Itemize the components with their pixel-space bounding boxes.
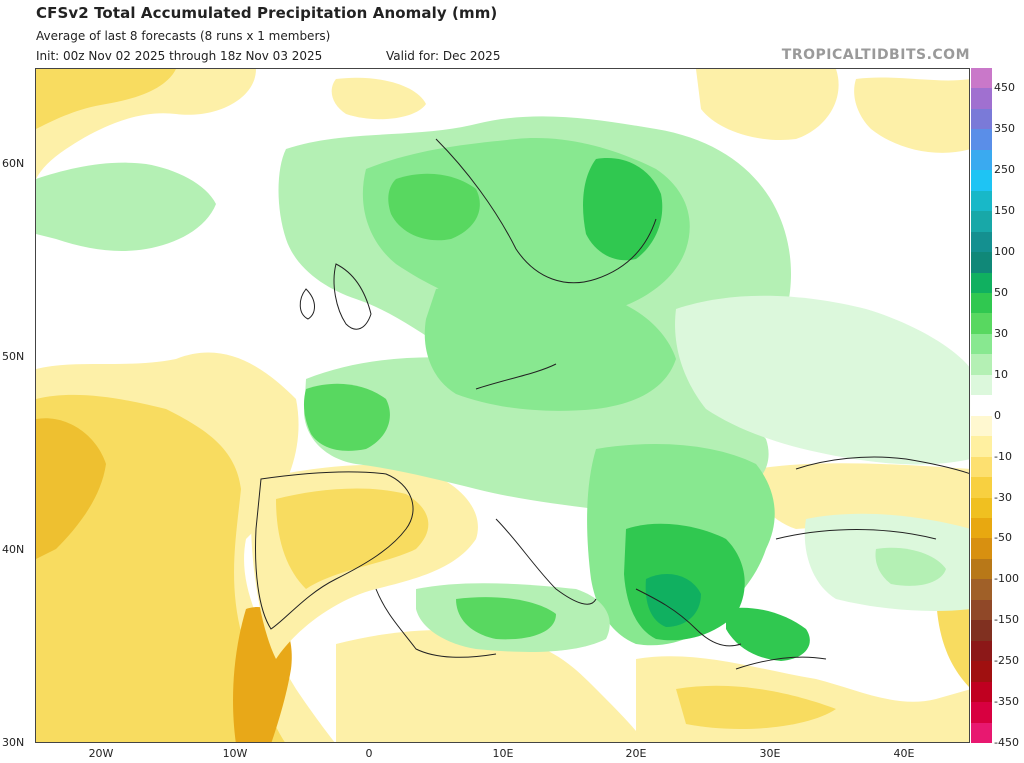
colorbar bbox=[971, 68, 992, 744]
lon-label-0: 0 bbox=[365, 747, 373, 760]
colorbar-label: 0 bbox=[994, 408, 1001, 422]
init-text: Init: 00z Nov 02 2025 through 18z Nov 03… bbox=[36, 49, 323, 63]
dry-anomaly-north-atlantic-core bbox=[36, 69, 176, 129]
colorbar-label: 250 bbox=[994, 163, 1015, 177]
valid-text: Valid for: Dec 2025 bbox=[386, 49, 501, 63]
dry-anomaly-norway-sea bbox=[331, 77, 426, 120]
colorbar-segment bbox=[971, 579, 992, 601]
colorbar-segment bbox=[971, 661, 992, 683]
wet-anomaly-atlantic-band bbox=[36, 162, 216, 251]
colorbar-segment bbox=[971, 599, 992, 621]
colorbar-label: -100 bbox=[994, 572, 1019, 586]
lat-label-50n: 50N bbox=[2, 350, 25, 363]
colorbar-segment bbox=[971, 497, 992, 519]
coastlines bbox=[255, 138, 969, 670]
colorbar-segment bbox=[971, 211, 992, 233]
colorbar-segment bbox=[971, 88, 992, 110]
colorbar-segment bbox=[971, 149, 992, 171]
lon-label-10w: 10W bbox=[222, 747, 248, 760]
precipitation-map bbox=[35, 68, 970, 743]
colorbar-segment bbox=[971, 558, 992, 580]
wet-anomaly-central-med-core bbox=[456, 597, 556, 640]
colorbar-segment bbox=[971, 108, 992, 130]
colorbar-segment bbox=[971, 190, 992, 212]
wet-anomaly-aegean bbox=[726, 607, 810, 661]
colorbar-segment bbox=[971, 272, 992, 294]
colorbar-segment bbox=[971, 681, 992, 703]
colorbar-label: -150 bbox=[994, 613, 1019, 627]
lat-label-30n: 30N bbox=[2, 736, 25, 749]
wet-anomaly-france bbox=[303, 383, 390, 451]
dry-anomaly-far-northeast bbox=[854, 77, 969, 153]
colorbar-segment bbox=[971, 395, 992, 417]
colorbar-segment bbox=[971, 354, 992, 376]
colorbar-label: 350 bbox=[994, 122, 1015, 136]
colorbar-segment bbox=[971, 293, 992, 314]
colorbar-segment bbox=[971, 68, 992, 89]
wet-anomaly-germany bbox=[424, 283, 676, 411]
colorbar-segment bbox=[971, 374, 992, 396]
colorbar-segment bbox=[971, 477, 992, 499]
wet-anomaly-baltic-core bbox=[583, 158, 663, 261]
map-subtitle: Average of last 8 forecasts (8 runs x 1 … bbox=[36, 29, 331, 43]
dry-anomaly-atlantic-deep bbox=[36, 418, 106, 559]
colorbar-label: -50 bbox=[994, 531, 1012, 545]
colorbar-segment bbox=[971, 722, 992, 744]
colorbar-label: 50 bbox=[994, 286, 1008, 299]
lon-label-40e: 40E bbox=[893, 747, 915, 760]
header: CFSv2 Total Accumulated Precipitation An… bbox=[0, 0, 1024, 68]
colorbar-label: -10 bbox=[994, 449, 1012, 463]
colorbar-label: 150 bbox=[994, 204, 1015, 218]
wet-anomaly-east-europe bbox=[675, 295, 969, 465]
lat-label-60n: 60N bbox=[2, 157, 25, 170]
colorbar-segment bbox=[971, 518, 992, 539]
dry-anomaly-east-med-core bbox=[676, 685, 836, 729]
lat-label-40n: 40N bbox=[2, 543, 25, 556]
wet-anomaly-turkey-core bbox=[875, 547, 946, 586]
colorbar-segment bbox=[971, 415, 992, 437]
lon-label-20e: 20E bbox=[625, 747, 647, 760]
colorbar-segment bbox=[971, 231, 992, 253]
colorbar-segment bbox=[971, 170, 992, 192]
lon-label-10e: 10E bbox=[492, 747, 514, 760]
colorbar-segment bbox=[971, 436, 992, 458]
colorbar-label: 450 bbox=[994, 81, 1015, 95]
colorbar-label: 100 bbox=[994, 245, 1015, 259]
colorbar-segment bbox=[971, 313, 992, 335]
lon-label-30e: 30E bbox=[759, 747, 781, 760]
colorbar-segment bbox=[971, 129, 992, 151]
colorbar-label: -450 bbox=[994, 736, 1019, 749]
colorbar-label: 10 bbox=[994, 367, 1008, 381]
colorbar-segment bbox=[971, 252, 992, 274]
colorbar-label: 30 bbox=[994, 326, 1008, 340]
dry-anomaly-northeast bbox=[696, 69, 839, 140]
lon-label-20w: 20W bbox=[88, 747, 114, 760]
colorbar-segment bbox=[971, 333, 992, 355]
colorbar-label: -30 bbox=[994, 490, 1012, 504]
wet-anomaly-greece-core bbox=[645, 574, 701, 627]
colorbar-segment bbox=[971, 702, 992, 724]
wet-anomaly-norway-core bbox=[388, 173, 480, 241]
map-title: CFSv2 Total Accumulated Precipitation An… bbox=[36, 4, 498, 22]
colorbar-label: -350 bbox=[994, 695, 1019, 709]
map-canvas bbox=[36, 69, 969, 742]
dry-anomaly-north-africa bbox=[336, 629, 645, 742]
colorbar-segment bbox=[971, 538, 992, 560]
colorbar-segment bbox=[971, 620, 992, 642]
colorbar-label: -250 bbox=[994, 654, 1019, 668]
colorbar-segment bbox=[971, 456, 992, 478]
dry-anomaly-iberia-core bbox=[276, 488, 429, 589]
colorbar-segment bbox=[971, 640, 992, 662]
brand-watermark: TROPICALTIDBITS.COM bbox=[781, 47, 970, 63]
